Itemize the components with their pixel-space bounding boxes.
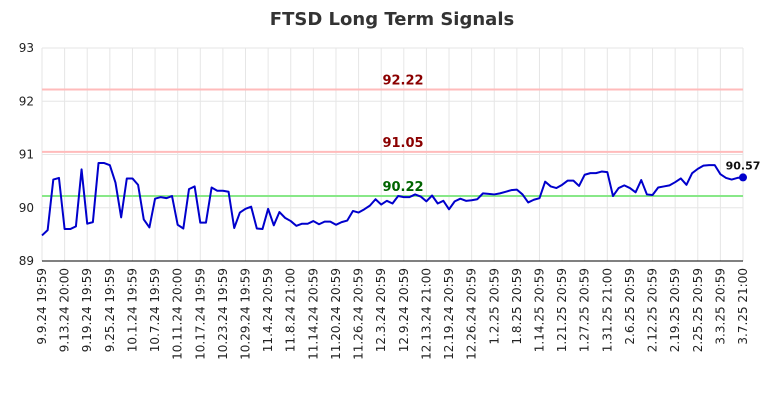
x-tick-label: 1.31.25 21:00 [600,268,614,352]
x-tick-label: 1.27.25 20:59 [578,268,592,352]
last-value-label: 90.57 [726,159,761,172]
y-tick-label: 92 [19,94,34,108]
x-tick-label: 1.2.25 20:59 [487,268,501,345]
x-tick-label: 11.14.24 20:59 [306,268,320,360]
x-tick-label: 1.8.25 20:59 [510,268,524,345]
y-tick-label: 91 [19,148,34,162]
x-tick-label: 9.19.24 19:59 [80,268,94,352]
x-tick-label: 11.8.24 21:00 [284,268,298,352]
x-tick-label: 10.7.24 19:59 [148,268,162,352]
x-tick-label: 10.29.24 19:59 [239,268,253,360]
x-tick-label: 10.17.24 19:59 [193,268,207,360]
series-line [41,162,744,237]
x-tick-label: 3.7.25 21:00 [736,268,750,345]
signal-level-label: 90.22 [382,180,423,195]
x-tick-label: 2.12.25 20:59 [646,268,660,352]
last-value-point [739,173,747,182]
x-axis-ticks: 9.9.24 19:59 9.13.24 20:00 9.19.24 19:59 9.… [35,268,750,360]
x-tick-label: 11.26.24 20:59 [352,268,366,360]
series-group: 90.57 [41,159,761,237]
x-tick-label: 3.3.25 20:59 [713,268,727,345]
x-tick-label: 10.23.24 19:59 [216,268,230,360]
x-tick-label: 12.13.24 21:00 [419,268,433,360]
x-tick-label: 9.9.24 19:59 [35,268,49,345]
signal-level-label: 92.22 [382,74,423,89]
x-tick-label: 9.13.24 20:00 [58,268,72,352]
x-tick-label: 12.19.24 20:59 [442,268,456,360]
x-tick-label: 1.14.25 20:59 [532,268,546,352]
x-tick-label: 12.26.24 20:59 [465,268,479,360]
y-tick-label: 93 [19,41,34,55]
x-tick-label: 11.20.24 20:59 [329,268,343,360]
x-tick-label: 9.25.24 19:59 [103,268,117,352]
x-tick-label: 2.6.25 20:59 [623,268,637,345]
grid [41,47,744,262]
y-tick-label: 89 [19,254,34,268]
y-axis-ticks: 89 90 91 92 93 [19,41,34,268]
signal-levels: 92.22 91.05 90.22 [42,74,743,198]
signal-level-label: 91.05 [382,136,423,151]
x-tick-label: 10.1.24 19:59 [125,268,139,352]
x-tick-label: 2.19.25 20:59 [668,268,682,352]
x-tick-label: 12.3.24 20:59 [374,268,388,352]
x-tick-label: 2.25.25 20:59 [691,268,705,352]
x-tick-label: 12.9.24 20:59 [397,268,411,352]
y-tick-label: 90 [19,201,34,215]
x-tick-label: 11.4.24 20:59 [261,268,275,352]
chart-title: FTSD Long Term Signals [270,9,514,30]
x-tick-label: 10.11.24 20:00 [171,268,185,360]
x-tick-label: 1.21.25 20:59 [555,268,569,352]
